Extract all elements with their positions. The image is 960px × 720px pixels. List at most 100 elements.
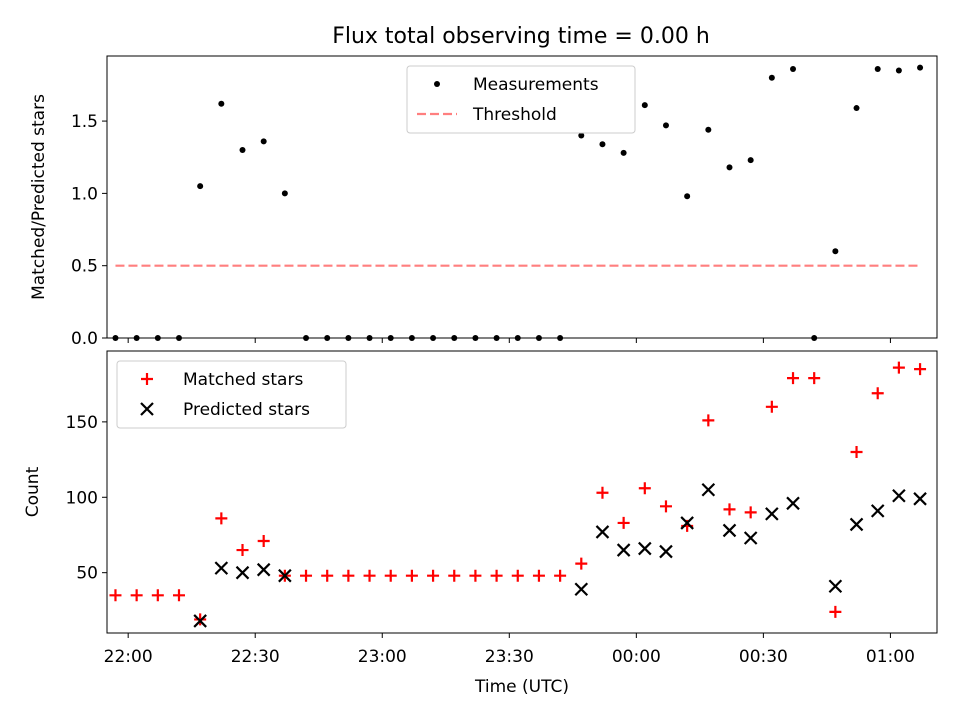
predicted-star-point bbox=[913, 492, 927, 506]
y-tick-label: 0.0 bbox=[71, 329, 98, 349]
matched-star-point bbox=[300, 569, 313, 582]
matched-star-point bbox=[638, 482, 651, 495]
y-tick-label: 50 bbox=[76, 564, 98, 584]
measurement-point bbox=[599, 141, 606, 148]
matched-star-point bbox=[892, 361, 905, 374]
matched-star-point bbox=[427, 569, 440, 582]
predicted-star-point bbox=[701, 482, 716, 497]
measurement-point bbox=[218, 100, 225, 107]
matched-star-point bbox=[871, 387, 884, 400]
matched-star-point bbox=[617, 516, 630, 529]
legend-box bbox=[116, 360, 347, 429]
y-tick-label: 1.0 bbox=[71, 184, 98, 204]
measurement-point bbox=[620, 149, 627, 156]
predicted-star-point bbox=[849, 517, 864, 532]
matched-star-point bbox=[130, 589, 143, 602]
matched-star-point bbox=[448, 569, 461, 582]
predicted-star-point bbox=[765, 507, 779, 521]
top-panel: 0.0 0.5 1.0 1.5 Matched/Predicted stars Measu… bbox=[29, 55, 938, 349]
predicted-star-point bbox=[595, 525, 610, 539]
predicted-star-point bbox=[256, 562, 271, 577]
measurement-point bbox=[514, 335, 521, 341]
matched-star-point bbox=[257, 535, 270, 548]
predicted-star-point bbox=[659, 544, 673, 559]
matched-star-point bbox=[151, 589, 164, 602]
legend-label: Measurements bbox=[473, 75, 599, 95]
measurement-point bbox=[874, 66, 881, 73]
measurement-point bbox=[175, 335, 182, 341]
y-axis-label: Matched/Predicted stars bbox=[29, 94, 49, 300]
measurement-point bbox=[641, 102, 648, 109]
measurement-point bbox=[345, 335, 352, 341]
measurement-point bbox=[790, 66, 797, 73]
measurement-point bbox=[303, 335, 310, 341]
matched-star-point bbox=[215, 512, 228, 525]
y-axis-label: Count bbox=[23, 466, 43, 517]
matched-star-point bbox=[850, 446, 863, 459]
predicted-star-point bbox=[722, 523, 737, 538]
predicted-star-point bbox=[235, 565, 250, 580]
y-tick-label: 100 bbox=[66, 488, 98, 508]
x-tick-label: 01:00 bbox=[866, 647, 915, 667]
predicted-star-point bbox=[193, 614, 207, 628]
x-tick-label: 00:30 bbox=[739, 647, 788, 667]
matched-star-point bbox=[109, 589, 122, 602]
measurement-point bbox=[281, 190, 288, 197]
measurement-point bbox=[324, 335, 331, 341]
predicted-star-point bbox=[743, 531, 758, 545]
plot-frame bbox=[106, 55, 938, 339]
matched-star-point bbox=[532, 569, 545, 582]
chart-title: Flux total observing time = 0.00 h bbox=[332, 24, 710, 49]
measurement-point bbox=[917, 64, 924, 71]
matched-star-point bbox=[914, 363, 927, 376]
y-tick-label: 1.5 bbox=[71, 112, 98, 132]
predicted-star-point bbox=[638, 541, 652, 556]
x-tick-label: 00:00 bbox=[612, 647, 661, 667]
matched-star-point bbox=[787, 372, 800, 385]
legend-measurement-swatch bbox=[434, 81, 440, 87]
legend-label: Matched stars bbox=[183, 370, 303, 390]
measurement-point bbox=[832, 248, 839, 255]
measurement-point bbox=[154, 335, 161, 341]
measurement-point bbox=[705, 126, 712, 133]
predicted-star-point bbox=[828, 579, 843, 594]
matched-star-point bbox=[765, 400, 778, 413]
legend-box bbox=[406, 65, 636, 134]
matched-star-point bbox=[702, 414, 715, 427]
x-tick-label: 23:30 bbox=[485, 647, 534, 667]
measurement-point bbox=[535, 335, 542, 341]
matched-star-point bbox=[384, 569, 397, 582]
measurement-point bbox=[557, 335, 564, 341]
measurement-point bbox=[197, 183, 204, 190]
x-tick-label: 22:00 bbox=[104, 647, 153, 667]
measurement-point bbox=[133, 335, 140, 341]
matched-star-point bbox=[808, 372, 821, 385]
matched-star-point bbox=[469, 569, 482, 582]
predicted-star-point bbox=[214, 561, 229, 575]
x-tick-label: 22:30 bbox=[231, 647, 280, 667]
plot-frame bbox=[106, 350, 938, 634]
measurement-point bbox=[853, 105, 860, 112]
predicted-star-point bbox=[892, 488, 906, 503]
matched-star-point bbox=[236, 544, 249, 557]
predicted-star-point bbox=[680, 516, 694, 530]
measurement-point bbox=[493, 335, 500, 341]
matched-star-point bbox=[596, 486, 609, 499]
predicted-star-point bbox=[574, 582, 589, 597]
predicted-star-point bbox=[870, 504, 885, 518]
measurement-point bbox=[408, 335, 415, 341]
bottom-panel: 50 100 150 22:00 22:30 23:00 23:30 00:00 00:30 01… bbox=[23, 350, 938, 697]
matched-star-point bbox=[363, 569, 376, 582]
measurement-point bbox=[684, 193, 691, 200]
y-tick-label: 0.5 bbox=[71, 257, 98, 277]
measurement-point bbox=[768, 74, 775, 81]
y-tick-label: 150 bbox=[66, 413, 98, 433]
matched-star-point bbox=[511, 569, 524, 582]
predicted-star-point bbox=[786, 496, 800, 511]
x-tick-label: 23:00 bbox=[358, 647, 407, 667]
matched-star-point bbox=[554, 569, 567, 582]
measurement-point bbox=[895, 67, 902, 74]
measurement-point bbox=[726, 164, 733, 171]
matched-star-point bbox=[405, 569, 418, 582]
matched-star-point bbox=[172, 589, 185, 602]
